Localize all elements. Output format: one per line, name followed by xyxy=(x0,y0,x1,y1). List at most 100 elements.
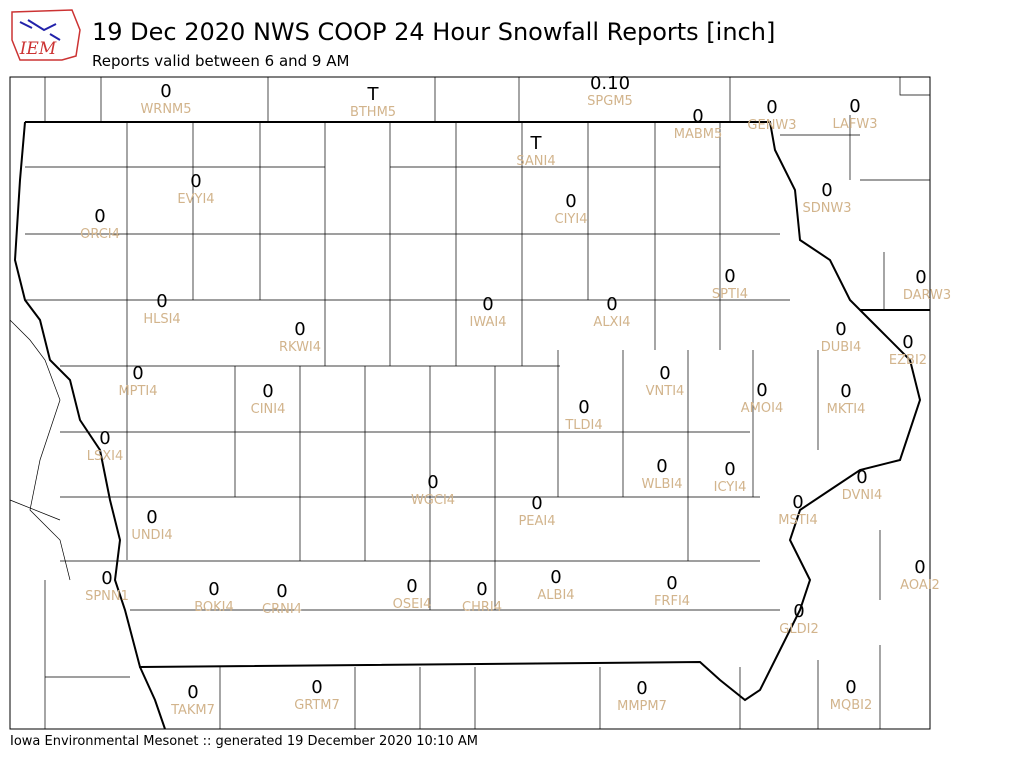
station-value: 0 xyxy=(840,381,851,402)
station-id: OSEI4 xyxy=(393,597,432,612)
station-id: CHRI4 xyxy=(462,600,502,615)
subtitle: Reports valid between 6 and 9 AM xyxy=(92,52,349,70)
station-id: SPTI4 xyxy=(712,287,748,302)
title: 19 Dec 2020 NWS COOP 24 Hour Snowfall Re… xyxy=(92,18,775,46)
station-id: MQBI2 xyxy=(830,698,872,713)
station-id: BOKI4 xyxy=(194,600,234,615)
station-id: TLDI4 xyxy=(564,418,602,433)
station-value: 0 xyxy=(915,267,926,288)
station-id: ALXI4 xyxy=(593,315,630,330)
station-value: 0 xyxy=(724,459,735,480)
station-value: 0 xyxy=(724,266,735,287)
station-id: ORCI4 xyxy=(80,227,120,242)
station-id: RKWI4 xyxy=(279,340,321,355)
station-id: WGCI4 xyxy=(411,493,455,508)
station-id: MKTI4 xyxy=(827,402,866,417)
station-value: 0 xyxy=(531,493,542,514)
footer: Iowa Environmental Mesonet :: generated … xyxy=(10,734,478,749)
station-id: PEAI4 xyxy=(518,514,555,529)
state-borders xyxy=(13,121,930,730)
station-id: CIYI4 xyxy=(555,212,588,227)
station-id: GRTM7 xyxy=(294,698,340,713)
station-value: 0 xyxy=(276,581,287,602)
station-id: HLSI4 xyxy=(143,312,180,327)
logo-text: IEM xyxy=(19,39,57,59)
station-value: 0 xyxy=(845,677,856,698)
map-frame xyxy=(9,76,931,730)
station-value: 0 xyxy=(914,557,925,578)
station-id: MABM5 xyxy=(674,127,723,142)
station-value: 0 xyxy=(262,381,273,402)
station-value: 0 xyxy=(849,96,860,117)
station-value: 0 xyxy=(666,573,677,594)
station-value: 0 xyxy=(190,171,201,192)
station-value: 0 xyxy=(636,678,647,699)
station-id: LAFW3 xyxy=(832,117,877,132)
station-value: 0 xyxy=(659,363,670,384)
station-value: 0 xyxy=(656,456,667,477)
station-value: 0.10 xyxy=(590,73,630,94)
station-value: 0 xyxy=(578,397,589,418)
station-value: 0 xyxy=(606,294,617,315)
station-value: 0 xyxy=(793,601,804,622)
station-id: AMOI4 xyxy=(741,401,783,416)
station-value: 0 xyxy=(294,319,305,340)
station-value: T xyxy=(530,133,543,154)
station-id: SDNW3 xyxy=(802,201,851,216)
station-id: SPNN1 xyxy=(85,589,129,604)
station-value: 0 xyxy=(692,106,703,127)
station-value: 0 xyxy=(482,294,493,315)
station-id: ICYI4 xyxy=(714,480,747,495)
station-value: 0 xyxy=(311,677,322,698)
station-id: WRNM5 xyxy=(140,102,191,117)
station-value: 0 xyxy=(160,81,171,102)
station-id: DARW3 xyxy=(903,288,951,303)
station-value: 0 xyxy=(187,682,198,703)
station-id: AOAI2 xyxy=(900,578,940,593)
station-id: WLBI4 xyxy=(641,477,682,492)
station-id: IWAI4 xyxy=(470,315,507,330)
station-id: SANI4 xyxy=(516,154,555,169)
stations: 0WRNM5TBTHM50.10SPGM50MABM50GENW30LAFW3T… xyxy=(80,73,951,718)
station-id: DVNI4 xyxy=(842,488,883,503)
station-id: DUBI4 xyxy=(821,340,862,355)
station-value: 0 xyxy=(835,319,846,340)
logo: IEM xyxy=(11,9,81,61)
station-value: 0 xyxy=(856,467,867,488)
station-value: 0 xyxy=(101,568,112,589)
station-value: 0 xyxy=(132,363,143,384)
station-value: 0 xyxy=(476,579,487,600)
county-lines xyxy=(9,77,930,729)
station-id: MPTI4 xyxy=(118,384,157,399)
station-id: CINI4 xyxy=(251,402,286,417)
station-id: ALBI4 xyxy=(537,588,574,603)
station-value: T xyxy=(367,84,380,105)
station-value: 0 xyxy=(406,576,417,597)
station-id: GENW3 xyxy=(747,118,796,133)
station-id: MMPM7 xyxy=(617,699,667,714)
station-value: 0 xyxy=(792,492,803,513)
station-id: LSXI4 xyxy=(87,449,124,464)
station-value: 0 xyxy=(146,507,157,528)
station-value: 0 xyxy=(94,206,105,227)
station-value: 0 xyxy=(156,291,167,312)
station-value: 0 xyxy=(756,380,767,401)
station-id: EZBI2 xyxy=(889,353,927,368)
station-id: FRFI4 xyxy=(654,594,690,609)
station-value: 0 xyxy=(766,97,777,118)
station-id: EVYI4 xyxy=(177,192,214,207)
station-value: 0 xyxy=(99,428,110,449)
station-value: 0 xyxy=(821,180,832,201)
station-value: 0 xyxy=(208,579,219,600)
station-id: VNTI4 xyxy=(646,384,685,399)
station-value: 0 xyxy=(902,332,913,353)
station-id: GLDI2 xyxy=(779,622,818,637)
station-id: CRNI4 xyxy=(262,602,302,617)
station-id: TAKM7 xyxy=(170,703,215,718)
station-id: UNDI4 xyxy=(131,528,172,543)
station-value: 0 xyxy=(427,472,438,493)
station-value: 0 xyxy=(550,567,561,588)
station-id: MSTI4 xyxy=(778,513,818,528)
station-id: BTHM5 xyxy=(350,105,396,120)
